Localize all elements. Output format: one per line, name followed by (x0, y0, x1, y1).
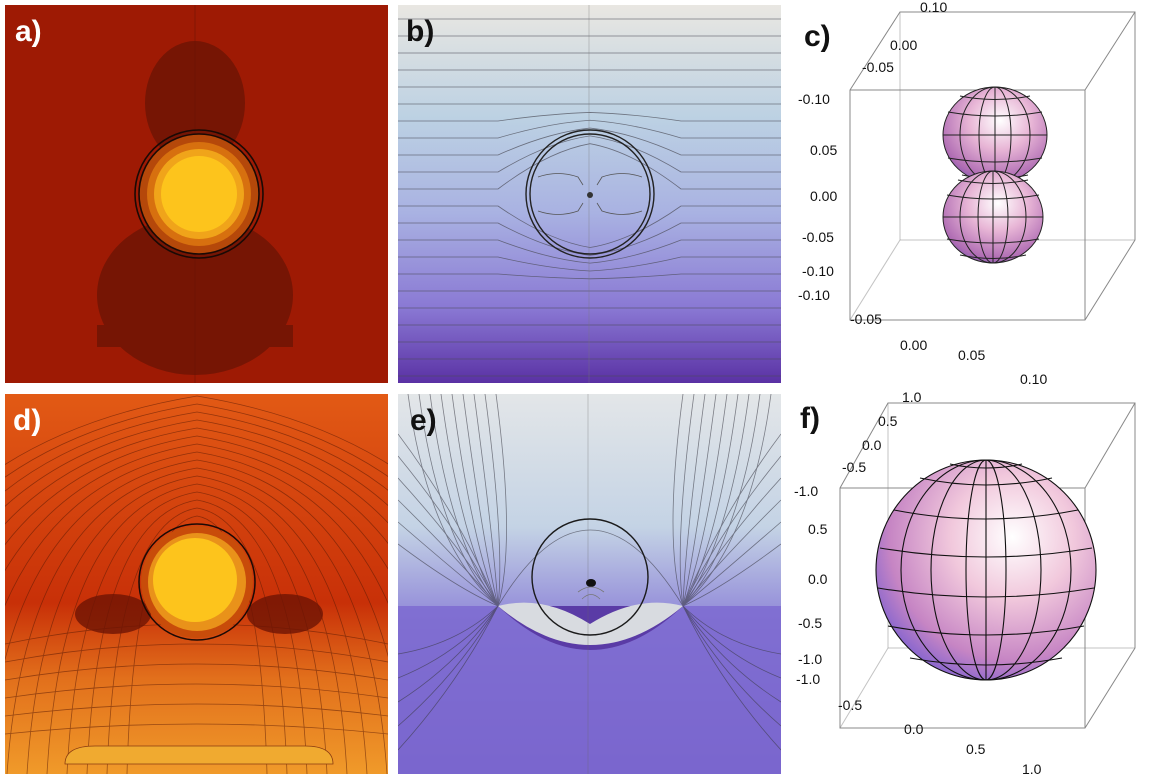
ticks-top: 0.10 0.00 -0.05 -0.10 (798, 0, 947, 107)
panel-f-plot: 1.0 0.5 0.0 -0.5 -1.0 0.5 0.0 -0.5 -1.0 … (794, 389, 1136, 777)
ticks-left: 0.5 0.0 -0.5 -1.0 (798, 521, 828, 667)
ticks-bottom: -1.0 -0.5 0.0 0.5 1.0 (796, 671, 1042, 777)
core-disk (153, 538, 237, 622)
core-disk (161, 156, 237, 232)
svg-text:0.5: 0.5 (808, 521, 828, 537)
panel-c-plot: 0.10 0.00 -0.05 -0.10 0.05 0.00 -0.05 -0… (798, 0, 1136, 387)
svg-text:-0.10: -0.10 (802, 263, 834, 279)
svg-text:1.0: 1.0 (902, 389, 922, 405)
panel-e-contours (398, 394, 781, 751)
panel-d-label: d) (13, 404, 42, 437)
svg-text:0.10: 0.10 (920, 0, 947, 15)
svg-text:-1.0: -1.0 (796, 671, 820, 687)
svg-text:0.05: 0.05 (958, 347, 985, 363)
panel-e: e) (398, 394, 781, 774)
svg-text:0.10: 0.10 (1020, 371, 1047, 387)
svg-text:-0.05: -0.05 (862, 59, 894, 75)
svg-text:0.05: 0.05 (810, 142, 837, 158)
lobe-lower (942, 170, 1044, 264)
ticks-bottom: -0.10 -0.05 0.00 0.05 0.10 (798, 287, 1047, 387)
svg-text:-0.5: -0.5 (798, 615, 822, 631)
lobe-upper (942, 86, 1048, 184)
svg-text:0.0: 0.0 (862, 437, 882, 453)
panel-f-label: f) (800, 402, 820, 435)
ticks-top: 1.0 0.5 0.0 -0.5 -1.0 (794, 389, 922, 499)
svg-text:-0.05: -0.05 (802, 229, 834, 245)
sphere (875, 459, 1097, 681)
svg-text:-0.05: -0.05 (850, 311, 882, 327)
panel-b-plot (398, 5, 781, 383)
panel-b-contours (398, 18, 781, 377)
panel-b: b) (398, 5, 781, 383)
svg-text:0.5: 0.5 (966, 741, 986, 757)
panel-c-label: c) (804, 20, 831, 53)
svg-text:-0.5: -0.5 (838, 697, 862, 713)
box-frame (849, 11, 1136, 321)
svg-text:1.0: 1.0 (1022, 761, 1042, 777)
panel-c: 0.10 0.00 -0.05 -0.10 0.05 0.00 -0.05 -0… (790, 0, 1160, 388)
svg-text:-0.10: -0.10 (798, 287, 830, 303)
svg-text:0.0: 0.0 (904, 721, 924, 737)
svg-text:-1.0: -1.0 (794, 483, 818, 499)
panel-d-plot (5, 394, 388, 774)
svg-text:-1.0: -1.0 (798, 651, 822, 667)
svg-text:0.00: 0.00 (810, 188, 837, 204)
svg-text:0.0: 0.0 (808, 571, 828, 587)
svg-text:0.00: 0.00 (890, 37, 917, 53)
panel-e-plot (398, 394, 781, 774)
panel-e-label: e) (410, 404, 437, 437)
svg-text:-0.10: -0.10 (798, 91, 830, 107)
panel-d: d) (5, 394, 388, 774)
panel-a: a) (5, 5, 388, 383)
panel-b-label: b) (406, 15, 435, 48)
svg-text:0.00: 0.00 (900, 337, 927, 353)
svg-text:0.5: 0.5 (878, 413, 898, 429)
svg-text:-0.5: -0.5 (842, 459, 866, 475)
panel-d-contours (5, 395, 388, 774)
ticks-left: 0.05 0.00 -0.05 -0.10 (802, 142, 837, 279)
panel-f: 1.0 0.5 0.0 -0.5 -1.0 0.5 0.0 -0.5 -1.0 … (790, 388, 1160, 778)
panel-a-label: a) (15, 15, 42, 48)
panel-a-plot (5, 5, 388, 383)
